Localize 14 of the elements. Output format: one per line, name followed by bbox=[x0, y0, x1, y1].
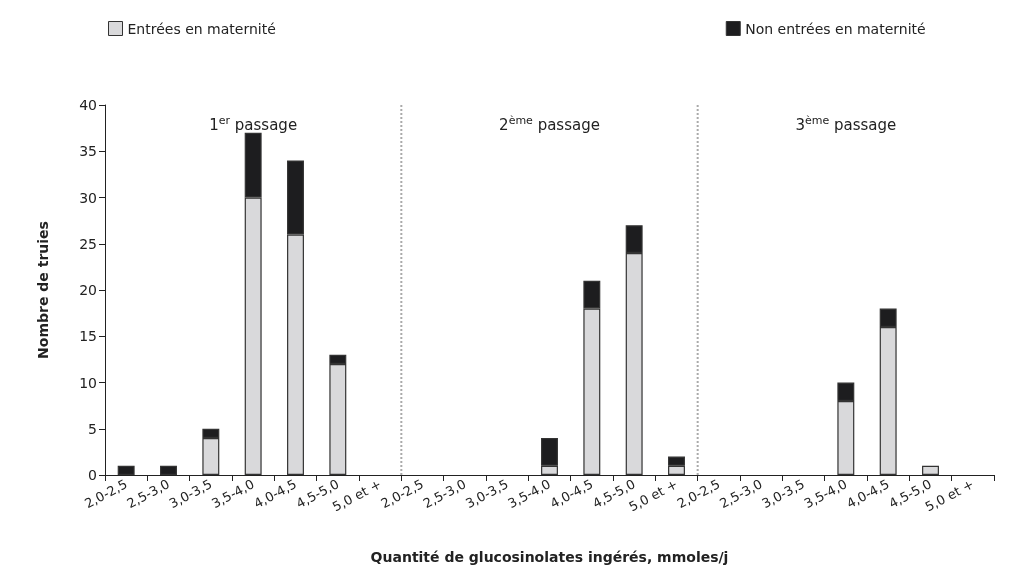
y-tick-label: 25 bbox=[79, 235, 97, 252]
y-tick-label: 15 bbox=[79, 328, 97, 345]
y-tick-label: 30 bbox=[79, 189, 97, 206]
y-tick-label: 35 bbox=[79, 143, 97, 160]
legend-label: Non entrées en maternité bbox=[745, 20, 926, 37]
y-tick-label: 5 bbox=[88, 420, 97, 437]
x-axis-title: Quantité de glucosinolates ingérés, mmoles/j bbox=[370, 549, 729, 565]
y-tick-label: 0 bbox=[88, 467, 97, 483]
y-tick-label: 10 bbox=[79, 374, 97, 391]
legend-label: Entrées en maternité bbox=[127, 20, 276, 37]
y-axis-title: Nombre de truies bbox=[35, 221, 51, 359]
bar bbox=[922, 465, 939, 475]
y-tick-label: 40 bbox=[79, 97, 97, 113]
y-tick-label: 20 bbox=[79, 282, 97, 298]
